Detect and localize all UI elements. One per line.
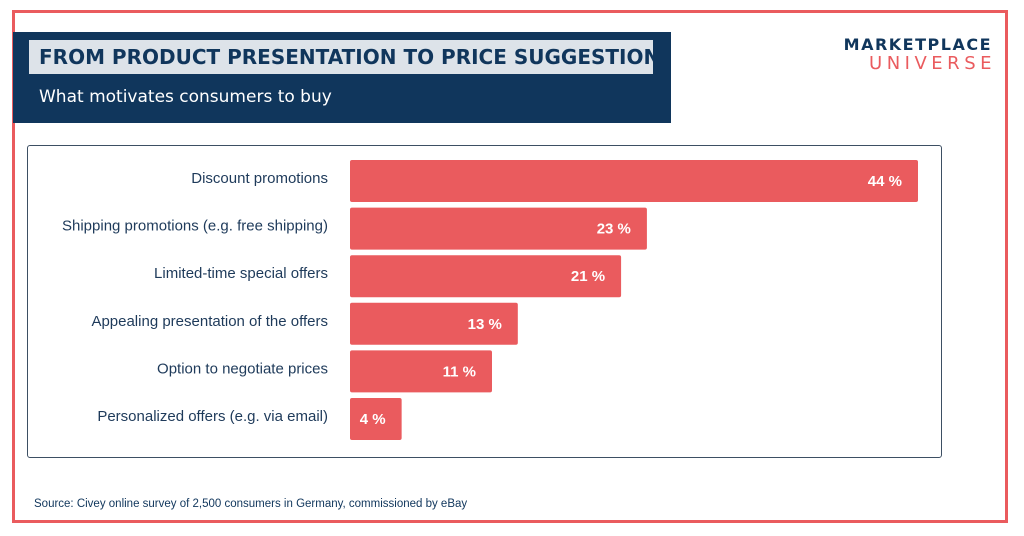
- brand-logo: MARKETPLACE UNIVERSE: [844, 36, 992, 74]
- value-label: 11 %: [443, 363, 476, 380]
- chart-title: FROM PRODUCT PRESENTATION TO PRICE SUGGE…: [29, 40, 653, 74]
- category-label: Appealing presentation of the offers: [91, 313, 328, 330]
- bar: [350, 207, 647, 250]
- logo-line-2: UNIVERSE: [869, 53, 996, 74]
- value-label: 21 %: [571, 268, 605, 285]
- bar: [350, 160, 918, 202]
- category-label: Limited-time special offers: [154, 265, 328, 282]
- category-label: Discount promotions: [191, 170, 328, 187]
- logo-line-1: MARKETPLACE: [843, 35, 992, 54]
- value-label: 44 %: [868, 173, 902, 190]
- value-label: 13 %: [468, 316, 502, 333]
- bar: [350, 302, 518, 345]
- header-banner: FROM PRODUCT PRESENTATION TO PRICE SUGGE…: [13, 32, 671, 123]
- value-label: 4 %: [360, 411, 386, 428]
- bar: [350, 398, 402, 440]
- source-note: Source: Civey online survey of 2,500 con…: [34, 498, 468, 510]
- bar: [350, 350, 492, 393]
- bar-chart: Discount promotions 44 % Shipping promotio…: [62, 160, 918, 440]
- chart-container: Discount promotions 44 % Shipping promotio…: [27, 145, 942, 458]
- category-label: Option to negotiate prices: [157, 360, 328, 377]
- chart-subtitle: What motivates consumers to buy: [39, 87, 332, 107]
- category-label: Personalized offers (e.g. via email): [97, 408, 328, 425]
- outer-frame: [12, 10, 1008, 523]
- value-label: 23 %: [597, 221, 631, 238]
- category-label: Shipping promotions (e.g. free shipping): [62, 218, 328, 235]
- bar: [350, 255, 622, 298]
